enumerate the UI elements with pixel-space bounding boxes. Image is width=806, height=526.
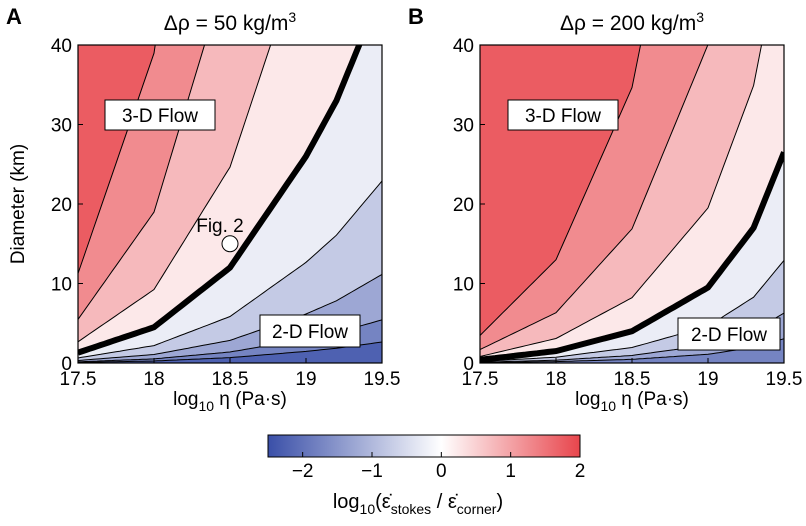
panel-a-band-5 [78,45,360,353]
panel-b-band-6 [480,45,708,350]
panel-a-ytick-label-4: 40 [51,36,72,57]
panel-b-xtick-label-0: 17.5 [462,369,499,390]
panel-b-ytick-label-3: 30 [453,116,474,137]
panel-a-ytick-label-1: 10 [51,275,72,296]
panel-b-title: Δρ = 200 kg/m3 [560,9,704,35]
panel-b-contour-line-5 [480,45,709,351]
panel-b-label-2d: 2-D Flow [677,317,781,351]
panel-b-bold-contour [480,151,784,363]
colorbar-label: log10(ε̇stokes / ε̇corner) [333,491,503,517]
panel-a: A Δρ = 50 kg/m3 17.5 18 18.5 19 19.5 0 10 20 30 4… [6,4,401,414]
panel-b-3d-flow-label: 3-D Flow [525,106,601,127]
colorbar-tick-label-3: 1 [505,461,516,482]
panel-b-ytick-label-0: 0 [463,354,474,375]
panel-a-contour-line-5 [78,45,272,343]
panel-a-xtick-label-1: 18 [143,369,164,390]
colorbar-gradient [267,434,581,458]
panel-a-band-3 [78,181,382,361]
panel-a-band-4 [78,45,382,358]
panel-a-ticks: 17.5 18 18.5 19 19.5 0 10 20 30 40 [51,36,401,390]
panel-a-letter: A [6,4,22,29]
panel-a-band-0 [78,342,382,363]
panel-a-band-6 [78,45,271,342]
panel-b-xtick-label-1: 18 [545,369,566,390]
panel-b-contour-line-2 [480,260,784,362]
panel-b-ytick-label-4: 40 [453,36,474,57]
panel-a-fig2-marker [221,235,239,253]
colorbar-tick-label-4: 2 [575,461,586,482]
panel-b-label-3d: 3-D Flow [507,99,619,131]
panel-b-ticks: 17.5 18 18.5 19 19.5 0 10 20 30 40 [453,36,803,390]
panel-a-contour-line-2 [78,273,382,361]
colorbar-ticks: −2 −1 0 1 2 [292,452,585,482]
colorbar-tick-label-0: −2 [292,461,314,482]
panel-a-contour-line-3 [78,180,382,359]
colorbar: −2 −1 0 1 2 log10(ε̇stokes / ε̇corner) [267,434,585,517]
panel-b-letter: B [408,4,424,29]
panel-b-ytick-label-2: 20 [453,195,474,216]
panel-a-label-3d: 3-D Flow [104,99,216,131]
panel-b-xtick-label-2: 18.5 [614,369,651,390]
panel-a-ytick-label-2: 20 [51,195,72,216]
panel-b-xtick-label-3: 19 [697,369,718,390]
panel-a-contour-line-6 [78,45,206,320]
panel-a-label-2d: 2-D Flow [259,314,361,348]
panel-a-ytick-label-0: 0 [61,354,72,375]
panel-a-contour-line-0 [78,341,382,363]
panel-a-xlabel: log10 η (Pa·s) [173,389,287,414]
panel-b-band-5 [480,45,762,357]
colorbar-tick-label-2: 0 [436,461,447,482]
panel-a-3d-flow-label: 3-D Flow [122,106,198,127]
panel-b-contour-line-6 [480,45,642,336]
panel-b-band-3 [480,152,784,362]
panel-a-xtick-label-4: 19.5 [364,369,401,390]
panel-a-fig2-label: Fig. 2 [196,216,244,237]
panel-b-xtick-label-4: 19.5 [766,369,803,390]
panel-a-2d-flow-label: 2-D Flow [272,322,348,343]
panel-b-contour-line-4 [480,45,763,357]
panel-b-2d-flow-label: 2-D Flow [691,325,767,346]
panel-b-band-4 [480,45,784,360]
panel-a-title: Δρ = 50 kg/m3 [164,9,297,35]
panel-b-contour-fills [480,45,784,363]
panel-b-band-0 [480,338,784,363]
panel-a-bold-contour [78,45,363,356]
panel-a-ylabel: Diameter (km) [8,144,29,264]
panel-a-xtick-label-0: 17.5 [60,369,97,390]
panel-a-ytick-label-3: 30 [51,116,72,137]
panel-a-xtick-label-2: 18.5 [212,369,249,390]
panel-b: B Δρ = 200 kg/m3 17.5 18 18.5 19 19.5 0 10 20 30… [408,4,803,414]
colorbar-tick-label-1: −1 [361,461,383,482]
panel-a-xtick-label-3: 19 [295,369,316,390]
panel-b-xlabel: log10 η (Pa·s) [575,389,689,414]
panel-b-ytick-label-1: 10 [453,275,474,296]
